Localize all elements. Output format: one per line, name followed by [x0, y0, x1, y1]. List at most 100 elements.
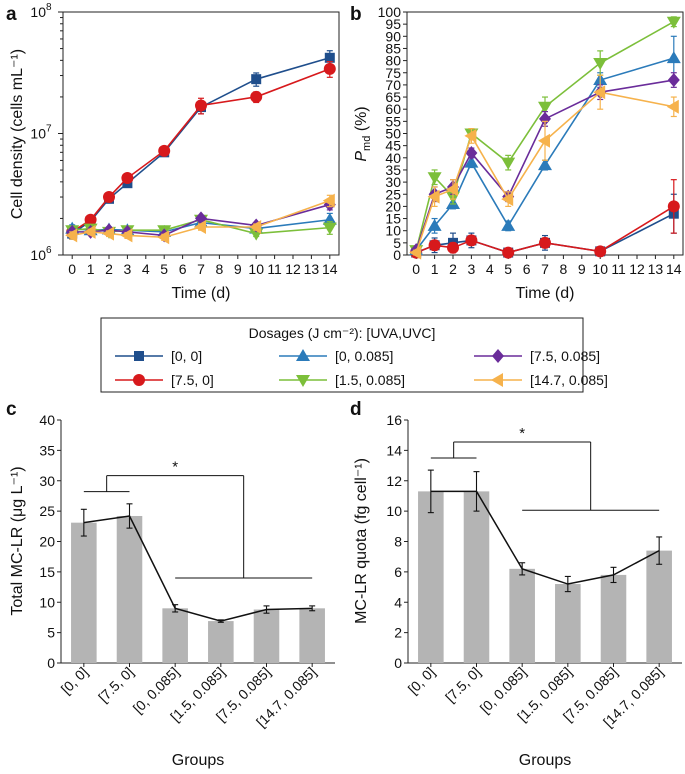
y-tick-base: 10: [30, 4, 46, 20]
data-point: [538, 158, 552, 171]
panel-b-y-label-main: P: [353, 151, 370, 162]
x-tick-label: 5: [160, 261, 168, 277]
panel-c-total-mc-lr: 0 5 10 15 20 25 30 35 40 * [0, 0] [7.5, 0][0, 0.0…: [9, 412, 335, 769]
data-point: [322, 222, 337, 235]
y-tick-label: 100: [378, 4, 402, 20]
data-point: [465, 145, 478, 160]
data-point: [539, 111, 551, 126]
x-tick-label: 9: [234, 261, 242, 277]
y-tick-label: 0: [47, 655, 55, 671]
y-tick-label: 106: [30, 245, 52, 263]
panel-c-x-axis-label: Groups: [172, 752, 224, 769]
legend-entry-s147085: [14.7, 0.085]: [474, 372, 608, 388]
data-point: [324, 52, 335, 63]
bar: [208, 621, 234, 663]
legend-label: [0, 0.085]: [335, 348, 393, 364]
panel-b-series: [409, 16, 681, 260]
y-tick-label: 40: [39, 412, 55, 428]
data-point: [666, 99, 679, 114]
y-tick-label: 0: [394, 655, 402, 671]
data-point: [539, 236, 551, 249]
series-line: [71, 68, 331, 233]
panel-d-y-ticks: 0 2 4 6 8 10 12 14 16: [386, 412, 408, 671]
panel-c-significance: *: [83, 459, 313, 579]
y-tick-label: 35: [385, 162, 401, 178]
panel-a-series: [65, 50, 337, 245]
data-point: [427, 218, 442, 231]
x-tick-label: 0: [68, 261, 76, 277]
legend-entry-s00: [0, 0]: [115, 348, 202, 364]
data-point: [427, 172, 442, 185]
data-point: [593, 85, 606, 100]
y-tick-label: 20: [385, 198, 401, 214]
x-tick-label: 3: [468, 261, 476, 277]
panel-d-mc-lr-quota: 0 2 4 6 8 10 12 14 16 * [0, 0] [7.5, 0][0, 0.085]…: [353, 412, 682, 769]
panel-c-y-ticks: 0 5 10 15 20 25 30 35 40: [39, 412, 61, 671]
data-point: [195, 99, 207, 112]
y-tick-label: 45: [385, 138, 401, 154]
y-tick-label: 40: [385, 150, 401, 166]
data-point: [464, 155, 479, 168]
legend-marker: [492, 349, 504, 363]
series-line: [415, 57, 675, 251]
x-tick-label: 8: [216, 261, 224, 277]
panel-b-x-ticks: 0 1 2 3 4 5 6 7 8 9 10 11 12 13 14: [412, 255, 682, 277]
data-point: [322, 212, 337, 225]
x-tick-label: 13: [304, 261, 320, 277]
bar: [71, 522, 97, 663]
data-point: [83, 224, 96, 239]
legend-entry-s750: [7.5, 0]: [115, 372, 214, 388]
y-tick-label: 6: [394, 564, 402, 580]
panel-d-significance: *: [430, 425, 660, 511]
x-tick-label: 10: [592, 261, 608, 277]
series-line: [415, 21, 675, 251]
y-tick-label: 10: [39, 594, 55, 610]
panel-d-y-axis-label: MC-LR quota (fg cell⁻¹): [353, 458, 370, 624]
y-tick-label: 8: [394, 534, 402, 550]
significance-star: *: [519, 425, 525, 442]
x-tick-label: [0, 0]: [405, 664, 438, 697]
y-tick-exponent: 6: [46, 245, 52, 256]
legend-label: [7.5, 0]: [171, 372, 214, 388]
y-tick-label: 25: [39, 503, 55, 519]
data-point: [120, 228, 133, 243]
legend-entry-s0085: [0, 0.085]: [279, 348, 393, 364]
data-point: [65, 228, 78, 243]
x-tick-label: 11: [267, 261, 282, 277]
y-tick-label: 5: [47, 625, 55, 641]
y-tick-label: 0: [393, 247, 401, 263]
panel-a-x-axis-label: Time (d): [172, 285, 231, 302]
x-tick-label: 7: [541, 261, 549, 277]
y-tick-label: 10: [386, 503, 402, 519]
x-tick-label: 14: [666, 261, 682, 277]
data-point: [465, 234, 478, 247]
panel-c-x-tick-labels: [0, 0] [7.5, 0][0, 0.085][1.5, 0.085][7.5…: [58, 663, 319, 730]
data-point: [501, 192, 514, 207]
x-tick-label: 6: [179, 261, 187, 277]
y-tick-label: 55: [385, 113, 401, 129]
panel-b-y-ticks: 0510152025303540455055606570758085909510…: [378, 4, 407, 263]
data-point: [446, 182, 458, 197]
data-point: [194, 220, 206, 235]
data-point: [103, 191, 115, 204]
panel-c-y-axis-label: Total MC-LR (μg L⁻¹): [9, 466, 26, 615]
legend-marker: [133, 374, 145, 386]
data-point: [538, 101, 552, 114]
x-tick-label: 3: [124, 261, 132, 277]
legend-marker: [296, 349, 310, 361]
legend: Dosages (J cm⁻²): [UVA,UVC] [0, 0] [0, 0.…: [100, 317, 608, 393]
bar: [116, 515, 143, 663]
legend-entries: [0, 0] [0, 0.085] [7.5, 0.085] [7.5, 0] [1.5…: [115, 348, 608, 388]
y-tick-label: 10: [385, 223, 401, 239]
trend-line: [83, 515, 313, 622]
y-tick-label: 107: [30, 124, 52, 142]
panel-d-bars: [418, 469, 672, 663]
panel-letter-a: a: [6, 4, 17, 25]
panel-d-x-tick-labels: [0, 0] [7.5, 0][0, 0.085][1.5, 0.085][7.5…: [405, 663, 666, 730]
y-tick-label: 70: [385, 77, 401, 93]
data-point: [502, 246, 515, 259]
data-point: [158, 144, 171, 157]
